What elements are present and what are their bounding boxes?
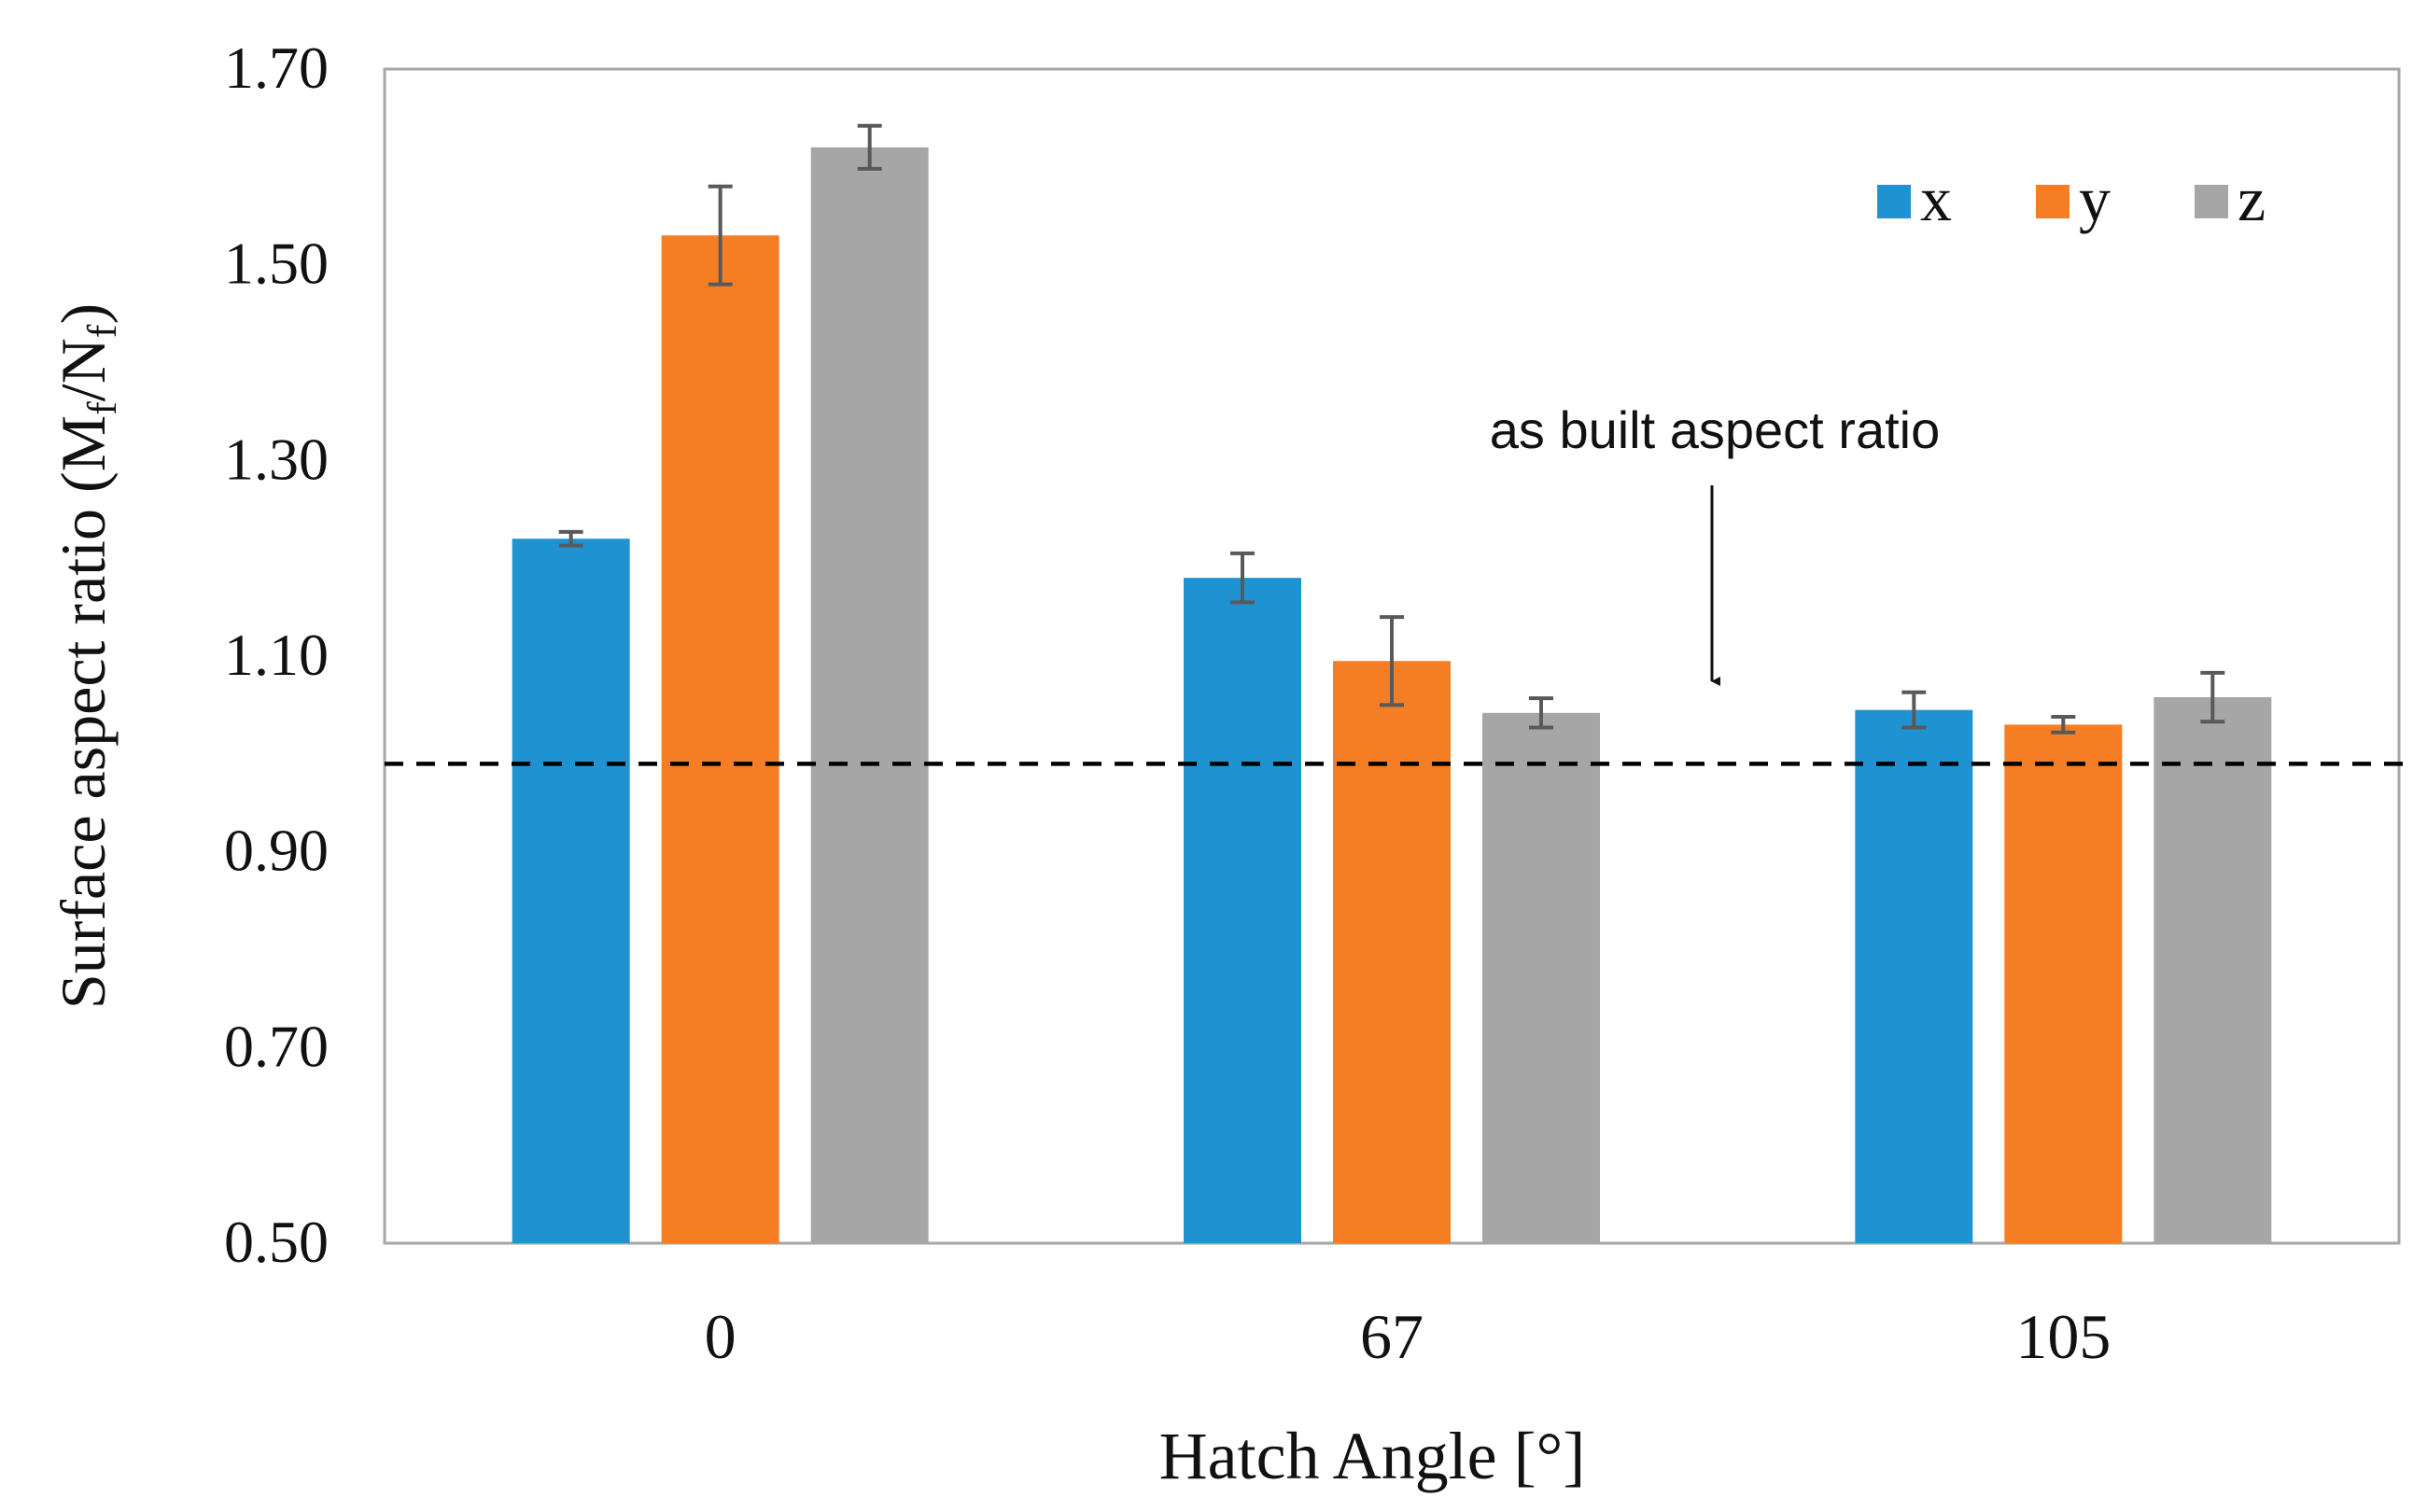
y-axis-label-slash: /N xyxy=(48,338,119,401)
y-tick-label-6: 1.70 xyxy=(224,35,329,101)
y-axis-tick-labels: 0.50 0.70 0.90 1.10 1.30 1.50 1.70 xyxy=(224,35,329,1275)
y-tick-label-2: 0.90 xyxy=(224,818,329,884)
bar-x-105 xyxy=(1855,709,1973,1243)
bar-z-105 xyxy=(2153,697,2272,1243)
y-tick-label-4: 1.30 xyxy=(224,426,329,492)
x-axis-tick-labels: 0 67 105 xyxy=(705,1301,2111,1372)
x-tick-label-67: 67 xyxy=(1360,1301,1424,1372)
legend-label-x: x xyxy=(1920,163,1952,234)
y-tick-label-5: 1.50 xyxy=(224,231,329,297)
bar-y-67 xyxy=(1333,661,1451,1243)
bar-y-0 xyxy=(661,235,779,1243)
legend-swatch-x xyxy=(1877,185,1911,218)
y-axis-label-sub2: f xyxy=(79,324,125,338)
y-tick-label-3: 1.10 xyxy=(224,622,329,688)
x-axis-label: Hatch Angle [°] xyxy=(1159,1419,1586,1493)
bars xyxy=(512,147,2272,1243)
legend-label-y: y xyxy=(2079,163,2111,234)
annotation-as-built: as built aspect ratio xyxy=(1490,400,1940,459)
x-tick-label-105: 105 xyxy=(2015,1301,2111,1372)
y-axis-label: Surface aspect ratio (Mf/Nf) xyxy=(48,303,125,1009)
legend-swatch-z xyxy=(2195,185,2228,218)
legend: x y z xyxy=(1877,163,2266,234)
x-tick-label-0: 0 xyxy=(705,1301,737,1372)
error-bars xyxy=(558,123,2225,735)
bar-z-0 xyxy=(810,147,929,1243)
y-axis-label-main: Surface aspect ratio (M xyxy=(48,415,119,1009)
bar-x-67 xyxy=(1184,578,1301,1243)
legend-swatch-y xyxy=(2036,185,2069,218)
bar-y-105 xyxy=(2004,724,2123,1243)
legend-label-z: z xyxy=(2238,163,2266,234)
y-tick-label-0: 0.50 xyxy=(224,1209,329,1275)
bar-x-0 xyxy=(512,539,630,1243)
bar-z-67 xyxy=(1482,712,1600,1243)
y-axis-label-sub1: f xyxy=(79,401,125,415)
y-axis-label-close: ) xyxy=(48,303,119,325)
y-tick-label-1: 0.70 xyxy=(224,1013,329,1079)
